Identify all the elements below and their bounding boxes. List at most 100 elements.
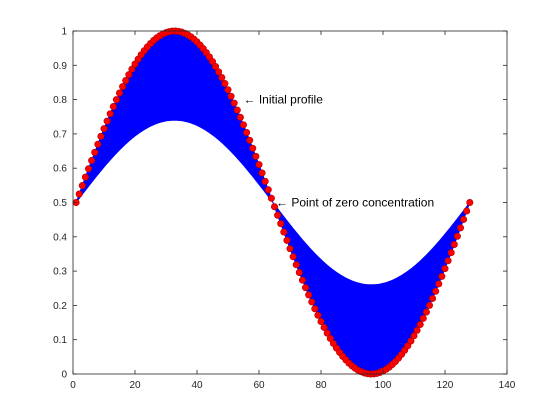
data-point xyxy=(119,83,127,91)
data-point xyxy=(243,128,251,136)
data-point xyxy=(466,199,474,207)
y-tick-label: 0.2 xyxy=(53,301,67,312)
data-point xyxy=(261,177,269,185)
y-tick-label: 0.7 xyxy=(53,129,67,140)
data-point xyxy=(75,190,83,198)
y-tick-label: 0.3 xyxy=(53,267,67,278)
data-point xyxy=(131,60,139,68)
y-tick-label: 0 xyxy=(61,370,67,381)
data-point xyxy=(292,261,300,269)
data-point xyxy=(438,272,446,280)
data-point xyxy=(255,161,263,169)
data-point xyxy=(416,321,424,329)
data-point xyxy=(320,323,328,331)
data-point xyxy=(221,80,229,88)
x-tick-label: 0 xyxy=(70,380,76,391)
data-point xyxy=(236,113,244,121)
data-point xyxy=(97,132,105,140)
data-point xyxy=(419,314,427,322)
data-point xyxy=(88,157,96,165)
data-point xyxy=(277,220,285,228)
data-point xyxy=(252,152,260,160)
data-point xyxy=(323,329,331,337)
data-point xyxy=(435,280,443,288)
data-point xyxy=(305,291,313,299)
data-point xyxy=(100,125,108,133)
y-tick-label: 1 xyxy=(61,27,67,38)
data-point xyxy=(441,265,449,273)
data-point xyxy=(311,305,319,313)
data-point xyxy=(112,96,120,104)
x-tick-label: 100 xyxy=(375,380,392,391)
data-point xyxy=(308,298,316,306)
data-point xyxy=(456,224,464,232)
data-point xyxy=(413,326,421,334)
y-tick-label: 0.1 xyxy=(53,335,67,346)
annotation-layer: ← Initial profile ← Point of zero concen… xyxy=(244,93,435,210)
data-point xyxy=(116,89,124,97)
data-point xyxy=(109,103,117,111)
data-point xyxy=(209,58,217,66)
data-point xyxy=(314,311,322,319)
data-point xyxy=(447,249,455,257)
data-point xyxy=(227,92,235,100)
data-point xyxy=(233,106,241,114)
data-point xyxy=(283,236,291,244)
data-point xyxy=(326,334,334,342)
data-point xyxy=(407,337,415,345)
data-point xyxy=(103,117,111,125)
data-point xyxy=(404,342,412,350)
x-tick-label: 80 xyxy=(315,380,327,391)
data-point xyxy=(125,71,133,79)
y-tick-label: 0.9 xyxy=(53,61,67,72)
data-point xyxy=(317,317,325,325)
y-tick-label: 0.6 xyxy=(53,164,67,175)
data-point xyxy=(301,284,309,292)
data-point xyxy=(215,68,223,76)
data-point xyxy=(230,99,238,107)
data-point xyxy=(224,86,232,94)
x-tick-label: 140 xyxy=(499,380,516,391)
data-point xyxy=(463,207,471,215)
x-tick-label: 40 xyxy=(191,380,203,391)
tick-layer: 0 20 40 60 80 100 120 140 0 0.1 0.2 0.3 0.4 0.5 0.6 0.7… xyxy=(53,27,516,392)
y-tick-label: 0.5 xyxy=(53,198,67,209)
data-point xyxy=(122,76,130,84)
annotation-zero-concentration: ← Point of zero concentration xyxy=(276,196,434,210)
x-tick-label: 20 xyxy=(129,380,141,391)
x-tick-label: 120 xyxy=(437,380,454,391)
data-point xyxy=(280,228,288,236)
data-point xyxy=(212,63,220,71)
data-point xyxy=(298,276,306,284)
data-point xyxy=(94,140,102,148)
marker-layer xyxy=(72,27,474,378)
y-tick-label: 0.8 xyxy=(53,95,67,106)
y-tick-label: 0.4 xyxy=(53,232,67,243)
data-point xyxy=(258,169,266,177)
data-point xyxy=(246,136,254,144)
data-point xyxy=(78,182,86,190)
data-point xyxy=(444,257,452,265)
data-point xyxy=(422,308,430,316)
data-point xyxy=(128,65,136,73)
data-point xyxy=(432,287,440,295)
x-tick-label: 60 xyxy=(253,380,265,391)
data-point xyxy=(218,74,226,82)
data-point xyxy=(85,165,93,173)
data-point xyxy=(106,110,114,118)
data-point xyxy=(453,232,461,240)
data-point xyxy=(425,301,433,309)
data-point xyxy=(450,240,458,248)
data-point xyxy=(286,245,294,253)
annotation-initial-profile: ← Initial profile xyxy=(244,93,324,107)
data-point xyxy=(264,186,272,194)
data-point xyxy=(410,332,418,340)
data-point xyxy=(267,194,275,202)
data-point xyxy=(249,144,257,152)
data-point xyxy=(289,253,297,261)
data-point xyxy=(429,294,437,302)
data-point xyxy=(270,203,278,211)
data-point xyxy=(295,269,303,277)
data-point xyxy=(240,121,248,129)
